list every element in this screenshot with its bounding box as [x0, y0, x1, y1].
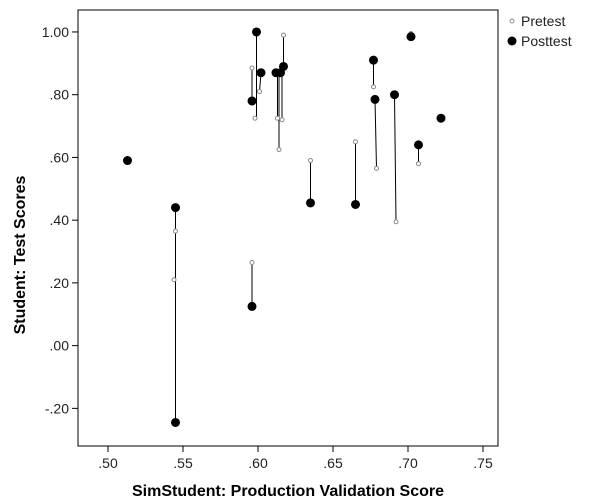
y-tick-label: .40 [50, 212, 70, 228]
posttest-point [279, 61, 288, 71]
connector-line [374, 99, 377, 169]
x-axis-ticks: .50 .55 .60 .65 .70 .75 [98, 446, 493, 471]
y-tick-label: -.20 [45, 400, 69, 416]
pretest-point [171, 277, 177, 283]
y-tick-label: .80 [50, 87, 70, 103]
x-axis-title: SimStudent: Production Validation Score [132, 483, 444, 500]
posttest-point [171, 417, 180, 427]
x-tick-label: .55 [173, 455, 193, 471]
posttest-point [369, 55, 378, 65]
y-axis-title: Student: Test Scores [12, 175, 29, 334]
posttest-point [390, 90, 399, 100]
pretest-point [371, 84, 376, 90]
posttest-point [123, 156, 132, 166]
posttest-point [406, 32, 416, 42]
plot-frame [77, 9, 499, 447]
posttest-point [436, 113, 446, 123]
legend: Pretest Posttest [507, 13, 572, 49]
pretest-point [393, 219, 399, 225]
x-tick-label: .65 [323, 455, 343, 471]
y-tick-label: .00 [50, 338, 70, 354]
data-points [123, 27, 446, 427]
y-tick-label: 1.00 [42, 24, 69, 40]
connector-line [394, 94, 397, 222]
y-tick-label: .60 [50, 149, 70, 165]
posttest-point [256, 68, 266, 78]
pretest-point [276, 147, 282, 153]
pretest-point [279, 117, 285, 123]
posttest-point [252, 27, 261, 37]
legend-posttest-label: Posttest [521, 33, 572, 49]
posttest-point [306, 198, 315, 208]
pretest-point [257, 89, 262, 95]
pretest-point [252, 115, 258, 121]
posttest-point [351, 199, 360, 209]
pre-post-connectors [175, 31, 419, 423]
pretest-point [416, 161, 421, 167]
posttest-point [171, 203, 180, 213]
x-tick-label: .70 [398, 455, 418, 471]
legend-pretest-marker [509, 18, 515, 24]
pretest-point [308, 158, 313, 164]
posttest-point [370, 94, 380, 104]
pretest-point [353, 139, 358, 145]
x-tick-label: .60 [248, 455, 268, 471]
posttest-point [247, 301, 257, 311]
x-tick-label: .75 [473, 455, 493, 471]
pretest-point [249, 65, 255, 71]
posttest-point [247, 96, 257, 106]
y-tick-label: .20 [50, 275, 70, 291]
legend-pretest-label: Pretest [521, 13, 565, 29]
pretest-point [275, 115, 280, 121]
pretest-point [281, 32, 286, 38]
pretest-point [249, 260, 255, 266]
legend-posttest-marker [507, 36, 517, 46]
pretest-point [173, 228, 178, 234]
posttest-point [414, 140, 423, 150]
y-axis-ticks: -.20 .00 .20 .40 .60 .80 1.00 [42, 24, 78, 416]
pretest-point [374, 165, 379, 171]
x-tick-label: .50 [98, 455, 118, 471]
